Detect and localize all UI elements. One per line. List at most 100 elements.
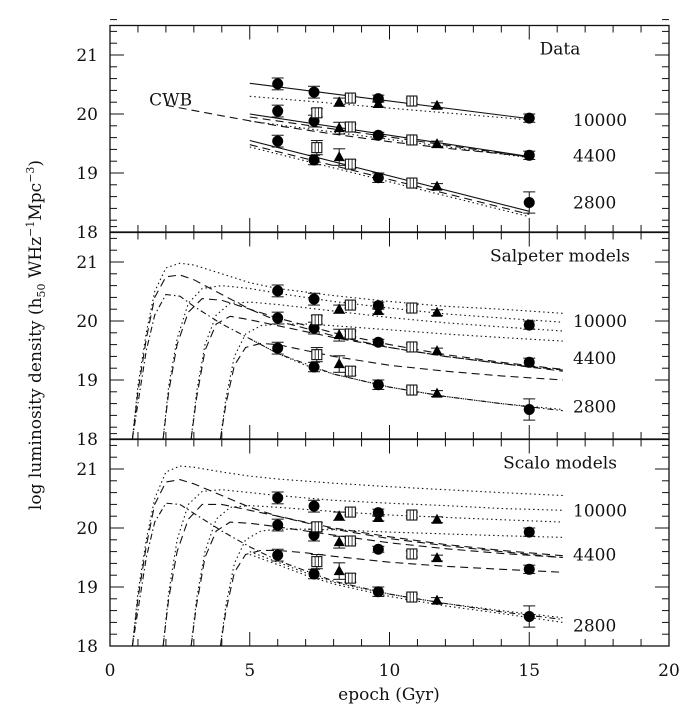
data-point-triangle-10000	[431, 99, 443, 110]
band-label: 10000	[573, 111, 627, 131]
band-label: 4400	[573, 546, 616, 566]
data-point-square-10000	[406, 509, 418, 521]
x-tick-label: 0	[105, 661, 116, 681]
band-label: 4400	[573, 146, 616, 166]
data-point-circle-4400	[523, 563, 535, 575]
panel-content	[131, 465, 563, 646]
data-point-circle-2800	[308, 154, 320, 166]
data-point-square-4400	[311, 314, 323, 326]
band-label: 10000	[573, 501, 627, 521]
model-curve-4400	[190, 521, 563, 646]
fit-line-4400-fit-c	[249, 116, 530, 158]
panel-1: 18 19 20 21 Salpeter models 10000 4400 2800	[76, 226, 670, 450]
data-point-square-2800	[406, 177, 418, 189]
panel-content	[131, 262, 563, 439]
fit-line-10000-fit-a	[249, 82, 530, 120]
data-point-square-2800	[311, 556, 323, 568]
y-tick-label: 18	[76, 223, 98, 243]
x-tick-label: 20	[658, 661, 680, 681]
data-point-square-4400	[311, 521, 323, 533]
data-point-square-10000	[406, 95, 418, 107]
data-point-triangle-4400	[333, 329, 345, 340]
band-label: 4400	[573, 349, 616, 369]
data-point-triangle-4400	[431, 345, 443, 356]
y-tick-label: 21	[76, 253, 98, 273]
y-tick-label: 18	[76, 430, 98, 450]
data-point-triangle-10000	[333, 303, 345, 314]
fit-line-2800-fit-a	[249, 139, 530, 212]
x-axis-label: epoch (Gyr)	[338, 685, 440, 705]
data-point-circle-4400	[523, 149, 535, 161]
data-point-triangle-2800	[333, 151, 345, 162]
data-point-circle-4400	[272, 519, 284, 531]
data-point-circle-2800	[308, 361, 320, 373]
panel-title: Scalo models	[503, 454, 617, 474]
data-point-circle-4400	[523, 356, 535, 368]
data-point-circle-10000	[308, 86, 320, 98]
data-point-triangle-4400	[431, 138, 443, 149]
data-point-circle-10000	[523, 319, 535, 331]
data-point-circle-2800	[372, 586, 384, 598]
data-point-square-4400	[406, 134, 418, 146]
panel-2: 18 19 20 21 0 5 10 15 20 Scalo models 10000 4400 280…	[76, 433, 680, 681]
model-curve-4400	[131, 274, 563, 439]
y-axis-label-superscript-2: −3	[24, 167, 37, 183]
fit-line-10000-fit-b	[249, 95, 530, 121]
y-tick-label: 19	[76, 371, 98, 391]
data-point-circle-4400	[372, 543, 384, 555]
data-point-circle-10000	[523, 526, 535, 538]
y-axis-label-superscript-1: −1	[24, 221, 37, 237]
data-point-circle-10000	[272, 285, 284, 297]
data-point-square-2800	[311, 142, 323, 154]
data-point-circle-10000	[308, 293, 320, 305]
data-point-circle-4400	[272, 312, 284, 324]
model-curve-4400	[131, 479, 563, 646]
data-point-square-2800	[311, 349, 323, 361]
fit-line-2800-fit-c	[249, 146, 530, 218]
data-point-square-4400	[344, 121, 356, 133]
y-tick-label: 19	[76, 578, 98, 598]
data-point-triangle-10000	[333, 510, 345, 521]
x-tick-label: 5	[244, 661, 255, 681]
fit-line-2800-fit-b	[249, 144, 530, 215]
data-point-circle-2800	[272, 549, 284, 561]
model-curve-4400	[162, 298, 563, 439]
data-point-circle-2800	[372, 172, 384, 184]
y-tick-label: 20	[76, 519, 98, 539]
data-point-square-10000	[344, 506, 356, 518]
data-point-triangle-2800	[333, 358, 345, 369]
model-curve-10000	[190, 505, 563, 646]
data-point-square-2800	[344, 572, 356, 584]
model-curve-2800	[249, 553, 563, 623]
fit-line-4400-fit-b	[249, 120, 530, 159]
model-curve-4400	[219, 342, 563, 439]
band-label: 10000	[573, 312, 627, 332]
data-point-square-4400	[311, 107, 323, 119]
y-axis-label-mid2: Mpc	[26, 183, 46, 221]
data-point-square-4400	[406, 548, 418, 560]
model-curve-10000	[131, 465, 563, 646]
model-curve-2800	[131, 502, 563, 646]
data-point-square-10000	[406, 302, 418, 314]
data-point-square-10000	[344, 92, 356, 104]
model-curve-10000	[219, 323, 563, 439]
y-tick-label: 21	[76, 460, 98, 480]
data-point-square-2800	[344, 158, 356, 170]
fit-line-4400-fit-a	[249, 113, 530, 158]
data-point-square-2800	[344, 365, 356, 377]
data-point-triangle-10000	[333, 96, 345, 107]
model-curve-10000	[131, 262, 563, 439]
data-point-triangle-10000	[372, 97, 384, 108]
data-point-triangle-10000	[431, 513, 443, 524]
data-point-circle-10000	[308, 500, 320, 512]
y-tick-label: 18	[76, 637, 98, 657]
data-point-circle-10000	[272, 78, 284, 90]
data-point-circle-4400	[372, 129, 384, 141]
cwb-annotation: CWB	[149, 90, 192, 110]
band-label: 2800	[573, 398, 616, 418]
x-tick-label: 10	[379, 661, 401, 681]
y-tick-label: 20	[76, 312, 98, 332]
data-point-triangle-10000	[431, 306, 443, 317]
data-point-square-10000	[344, 299, 356, 311]
